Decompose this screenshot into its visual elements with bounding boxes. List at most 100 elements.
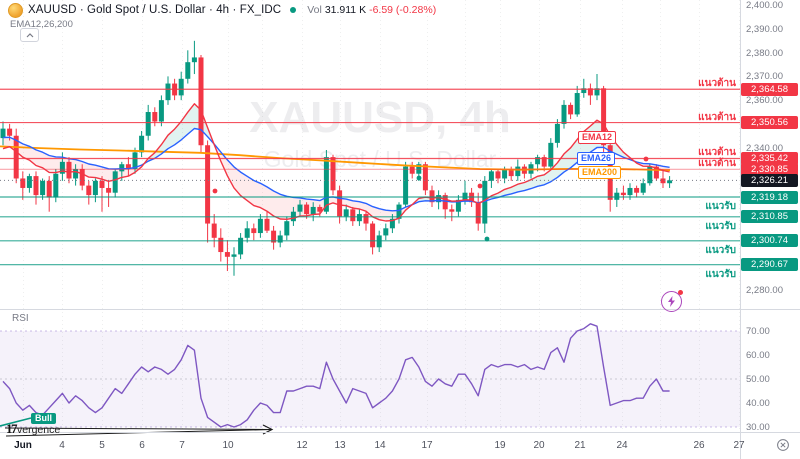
price-tick: 2,400.00 bbox=[746, 0, 783, 12]
time-axis-label[interactable]: 13 bbox=[334, 440, 346, 451]
candle-body bbox=[323, 157, 329, 212]
candle-body bbox=[26, 176, 32, 188]
candle-body bbox=[554, 123, 560, 143]
time-axis-label[interactable]: 4 bbox=[59, 440, 65, 451]
candle-body bbox=[403, 166, 409, 205]
candle-body bbox=[125, 164, 131, 169]
candle-body bbox=[482, 180, 488, 224]
time-axis-label[interactable]: 5 bbox=[99, 440, 105, 451]
time-axis-label[interactable]: 7 bbox=[179, 440, 185, 451]
ema12-flag[interactable]: EMA12 bbox=[578, 131, 617, 144]
boost-button[interactable] bbox=[661, 290, 683, 312]
ema-cloud bbox=[214, 144, 413, 221]
candle-body bbox=[178, 78, 184, 96]
candle-body bbox=[191, 57, 197, 63]
volume-readout: Vol 31.911 K -6.59 (-0.28%) bbox=[307, 4, 436, 16]
rsi-tick: 60.00 bbox=[746, 350, 770, 361]
candle-body bbox=[284, 221, 290, 236]
time-axis-label[interactable]: 26 bbox=[693, 440, 705, 451]
collapse-legend-button[interactable] bbox=[20, 28, 39, 42]
candle-body bbox=[251, 228, 257, 234]
time-axis-label[interactable]: 27 bbox=[733, 440, 745, 451]
resistance-price-badge: 2,330.85 bbox=[741, 162, 798, 176]
market-status-dot-icon[interactable] bbox=[290, 7, 297, 13]
time-axis-label[interactable]: 24 bbox=[616, 440, 628, 451]
candle-body bbox=[205, 145, 211, 224]
ema12-line bbox=[2, 103, 670, 222]
symbol-title[interactable]: XAUUSD · Gold Spot / U.S. Dollar · 4h · … bbox=[28, 4, 282, 16]
sell-signal-dot bbox=[212, 188, 218, 194]
candle-body bbox=[271, 230, 277, 243]
resistance-side-label: แนวต้าน bbox=[698, 78, 736, 90]
time-axis-label[interactable]: 12 bbox=[296, 440, 308, 451]
candle-body bbox=[370, 223, 376, 248]
symbol-watermark: XAUUSD, 4h Gold Spot / U.S. Dollar bbox=[160, 93, 600, 173]
time-axis-label[interactable]: 6 bbox=[139, 440, 145, 451]
scale-reset-button[interactable] bbox=[776, 438, 790, 457]
candle-body bbox=[337, 190, 343, 217]
price-tick: 2,280.00 bbox=[746, 285, 783, 296]
ema26-flag[interactable]: EMA26 bbox=[577, 152, 616, 165]
rsi-tick: 30.00 bbox=[746, 422, 770, 433]
time-axis-label[interactable]: 14 bbox=[374, 440, 386, 451]
candle-body bbox=[462, 192, 468, 200]
candle-body bbox=[396, 204, 402, 219]
candle-body bbox=[627, 187, 633, 196]
candle-body bbox=[0, 128, 6, 139]
candle-body bbox=[231, 254, 237, 257]
candle-body bbox=[238, 237, 244, 255]
ema-cloud bbox=[3, 137, 145, 182]
divergence-trendline[interactable] bbox=[0, 417, 32, 427]
candle-body bbox=[46, 180, 52, 198]
tradingview-logo-icon: 17 bbox=[6, 421, 18, 436]
candle-body bbox=[119, 164, 125, 172]
buy-signal-dot bbox=[416, 175, 422, 181]
candle-body bbox=[317, 206, 323, 212]
circle-x-icon bbox=[777, 439, 789, 451]
candle-body bbox=[568, 104, 574, 115]
candle-body bbox=[449, 209, 455, 212]
candle-body bbox=[79, 168, 85, 186]
candle-body bbox=[145, 112, 151, 136]
change-value: -6.59 (-0.28%) bbox=[369, 4, 437, 16]
candle-body bbox=[620, 192, 626, 196]
bull-divergence-badge: Bull bbox=[31, 413, 56, 424]
candle-body bbox=[211, 223, 217, 238]
candle-body bbox=[257, 218, 263, 234]
candle-body bbox=[7, 128, 13, 136]
rsi-pane-label[interactable]: RSI bbox=[12, 313, 29, 324]
candle-body bbox=[508, 168, 514, 177]
time-axis-label[interactable]: Jun bbox=[14, 440, 32, 451]
candle-body bbox=[422, 164, 428, 191]
ema200-flag[interactable]: EMA200 bbox=[578, 166, 622, 179]
gold-symbol-icon bbox=[8, 2, 23, 18]
candle-body bbox=[475, 202, 481, 224]
candle-body bbox=[416, 164, 422, 174]
time-axis-label[interactable]: 10 bbox=[222, 440, 234, 451]
candle-body bbox=[389, 218, 395, 229]
lightning-icon bbox=[668, 296, 675, 307]
candle-body bbox=[198, 57, 204, 146]
candle-body bbox=[132, 152, 138, 169]
candle-body bbox=[264, 218, 270, 231]
candle-body bbox=[33, 176, 39, 196]
candle-body bbox=[429, 190, 435, 203]
ema-indicator-legend[interactable]: EMA12,26,200 bbox=[10, 19, 73, 30]
time-axis-label[interactable]: 20 bbox=[533, 440, 545, 451]
price-tick: 2,340.00 bbox=[746, 142, 783, 154]
time-axis-label[interactable]: 17 bbox=[421, 440, 433, 451]
candle-body bbox=[634, 187, 640, 193]
arrow-shaft[interactable] bbox=[4, 427, 273, 430]
candle-body bbox=[455, 199, 461, 212]
time-axis-label[interactable]: 21 bbox=[574, 440, 586, 451]
candle-body bbox=[601, 88, 607, 146]
candle-body bbox=[13, 135, 19, 179]
support-side-label: แนวรับ bbox=[705, 244, 736, 256]
rsi-band bbox=[0, 331, 740, 427]
candle-body bbox=[515, 166, 521, 177]
candle-body bbox=[158, 100, 164, 122]
time-axis-label[interactable]: 19 bbox=[494, 440, 506, 451]
candle-body bbox=[304, 204, 310, 215]
